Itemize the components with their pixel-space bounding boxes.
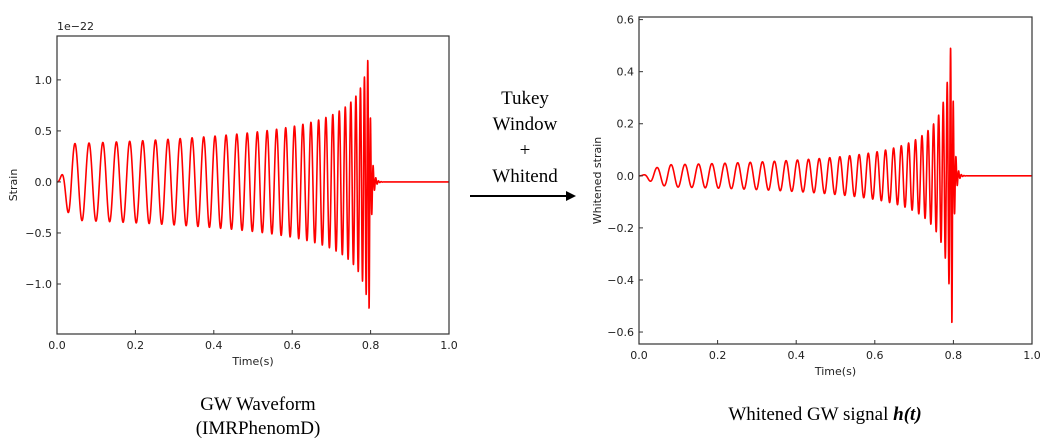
x-tick-label: 0.0 — [48, 339, 66, 352]
x-tick-label: 0.2 — [709, 349, 727, 362]
y-tick-label: −0.5 — [25, 227, 52, 240]
x-tick-label: 1.0 — [440, 339, 458, 352]
x-tick-label: 0.2 — [127, 339, 145, 352]
x-tick-label: 0.6 — [283, 339, 301, 352]
y-tick-label: 0.5 — [35, 125, 53, 138]
y-axis-label: Strain — [7, 169, 20, 202]
right-caption: Whitened GW signal h(t) — [680, 403, 970, 427]
x-tick-label: 0.4 — [205, 339, 223, 352]
y-tick-label: 1.0 — [35, 74, 53, 87]
y-tick-label: −1.0 — [25, 278, 52, 291]
y-tick-label: −0.4 — [607, 274, 634, 287]
caption-title: Whitened GW signal — [728, 404, 894, 425]
arrow-label-line: Tukey — [501, 88, 549, 109]
arrow-label-line: Whitend — [492, 166, 558, 187]
y-axis-label: Whitened strain — [591, 137, 604, 225]
axis-offset-label: 1e−22 — [57, 20, 94, 33]
whitened-strain-plot: 0.0 0.2 0.4 0.6 0.8 1.0 −0.6 −0.4 −0.2 0.0 0.2 0.4 0… — [591, 14, 1041, 378]
process-arrow — [470, 191, 576, 201]
x-axis-label: Time(s) — [814, 365, 856, 378]
strain-plot: 0.0 0.2 0.4 0.6 0.8 1.0 −1.0 −0.5 0.0 0.5 1.0 Time(… — [7, 20, 458, 368]
waveform-line — [638, 47, 1033, 324]
arrow-label-line: Window — [492, 114, 558, 135]
x-tick-label: 1.0 — [1023, 349, 1041, 362]
x-tick-label: 0.4 — [787, 349, 805, 362]
x-tick-label: 0.8 — [362, 339, 380, 352]
caption-subtitle: (IMRPhenomD) — [195, 418, 321, 439]
y-tick-label: −0.6 — [607, 326, 634, 339]
left-caption: GW Waveform (IMRPhenomD) — [158, 393, 358, 441]
y-tick-label: 0.0 — [35, 176, 53, 189]
axes-frame — [638, 16, 1033, 345]
x-axis-label: Time(s) — [231, 355, 273, 368]
y-tick-label: 0.4 — [617, 66, 635, 79]
x-tick-label: 0.8 — [945, 349, 963, 362]
axes-frame — [56, 35, 450, 335]
x-tick-label: 0.0 — [630, 349, 648, 362]
y-tick-label: 0.6 — [617, 14, 635, 27]
arrow-label: Tukey Window + Whitend — [470, 86, 580, 190]
arrow-label-line: + — [519, 140, 531, 161]
y-tick-label: 0.2 — [617, 118, 635, 131]
y-tick-label: −0.2 — [607, 222, 634, 235]
x-tick-label: 0.6 — [866, 349, 884, 362]
y-tick-label: 0.0 — [617, 170, 635, 183]
caption-title: GW Waveform — [200, 394, 316, 415]
waveform-line — [56, 59, 450, 309]
caption-math: h(t) — [893, 404, 922, 425]
